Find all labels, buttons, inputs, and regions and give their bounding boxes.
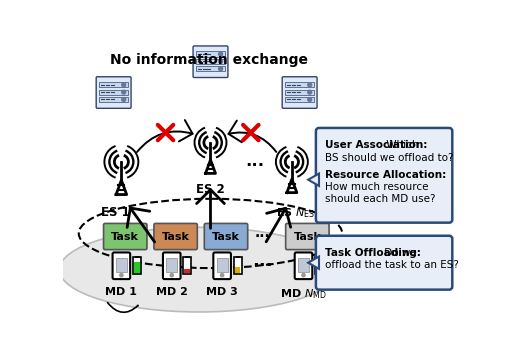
FancyBboxPatch shape xyxy=(204,223,247,250)
Bar xyxy=(216,257,227,272)
FancyBboxPatch shape xyxy=(315,236,451,290)
Bar xyxy=(235,256,239,257)
Bar xyxy=(195,51,225,57)
Text: No information exchange: No information exchange xyxy=(110,53,308,67)
Text: ···: ··· xyxy=(244,157,264,175)
Circle shape xyxy=(307,83,311,87)
Text: Do we: Do we xyxy=(380,248,416,258)
Text: ES 1: ES 1 xyxy=(100,206,129,219)
Bar xyxy=(284,82,314,87)
FancyArrowPatch shape xyxy=(108,303,138,312)
FancyBboxPatch shape xyxy=(154,223,197,250)
Text: User Association:: User Association: xyxy=(325,140,427,150)
Text: Task: Task xyxy=(293,232,321,241)
Bar xyxy=(134,262,139,273)
FancyBboxPatch shape xyxy=(193,46,227,78)
Text: Task Offloading:: Task Offloading: xyxy=(325,248,420,258)
Text: How much resource: How much resource xyxy=(325,182,428,192)
Bar xyxy=(195,66,225,71)
Bar xyxy=(297,257,309,272)
Circle shape xyxy=(218,52,222,56)
Bar xyxy=(166,257,177,272)
Text: MD 2: MD 2 xyxy=(156,287,187,297)
FancyBboxPatch shape xyxy=(112,252,130,279)
Bar xyxy=(116,257,127,272)
FancyBboxPatch shape xyxy=(285,223,328,250)
Circle shape xyxy=(122,98,125,101)
Text: MD 3: MD 3 xyxy=(206,287,237,297)
Text: BS should we offload to?: BS should we offload to? xyxy=(325,153,453,162)
Polygon shape xyxy=(308,257,318,269)
Circle shape xyxy=(301,274,305,277)
Circle shape xyxy=(307,98,311,101)
FancyBboxPatch shape xyxy=(104,223,146,250)
FancyBboxPatch shape xyxy=(213,252,230,279)
Circle shape xyxy=(218,59,222,63)
FancyBboxPatch shape xyxy=(315,128,451,223)
Circle shape xyxy=(220,274,223,277)
Circle shape xyxy=(218,67,222,70)
Bar xyxy=(315,257,322,274)
Circle shape xyxy=(122,90,125,94)
FancyBboxPatch shape xyxy=(282,77,317,108)
Circle shape xyxy=(122,83,125,87)
Bar xyxy=(184,269,190,273)
Bar xyxy=(135,256,138,257)
Text: offload the task to an ES?: offload the task to an ES? xyxy=(325,261,458,270)
Text: Task: Task xyxy=(111,232,139,241)
FancyBboxPatch shape xyxy=(294,252,312,279)
Bar xyxy=(195,59,225,64)
Text: Which: Which xyxy=(382,140,417,150)
Bar xyxy=(317,256,320,257)
Bar xyxy=(284,97,314,102)
Bar xyxy=(234,267,240,273)
Bar xyxy=(98,82,128,87)
FancyBboxPatch shape xyxy=(163,252,180,279)
Bar xyxy=(233,257,241,274)
Circle shape xyxy=(170,274,173,277)
Bar xyxy=(98,90,128,95)
Text: ···: ··· xyxy=(251,257,272,275)
Text: Resource Allocation:: Resource Allocation: xyxy=(325,170,445,179)
Bar xyxy=(316,261,321,273)
Bar xyxy=(133,257,140,274)
Ellipse shape xyxy=(59,227,338,312)
Bar xyxy=(183,257,191,274)
Polygon shape xyxy=(308,173,318,186)
FancyBboxPatch shape xyxy=(96,77,131,108)
Text: ···: ··· xyxy=(254,229,270,244)
Text: should each MD use?: should each MD use? xyxy=(325,194,435,204)
Bar xyxy=(284,90,314,95)
Text: MD $N_{\rm MD}$: MD $N_{\rm MD}$ xyxy=(280,287,326,301)
Bar xyxy=(98,97,128,102)
Text: Task: Task xyxy=(162,232,189,241)
Text: ES $N_{\rm ES}$: ES $N_{\rm ES}$ xyxy=(276,206,315,220)
Text: Task: Task xyxy=(212,232,239,241)
Circle shape xyxy=(120,274,123,277)
Text: ES 2: ES 2 xyxy=(196,183,224,196)
Text: MD 1: MD 1 xyxy=(105,287,137,297)
Bar xyxy=(185,256,189,257)
Circle shape xyxy=(307,90,311,94)
